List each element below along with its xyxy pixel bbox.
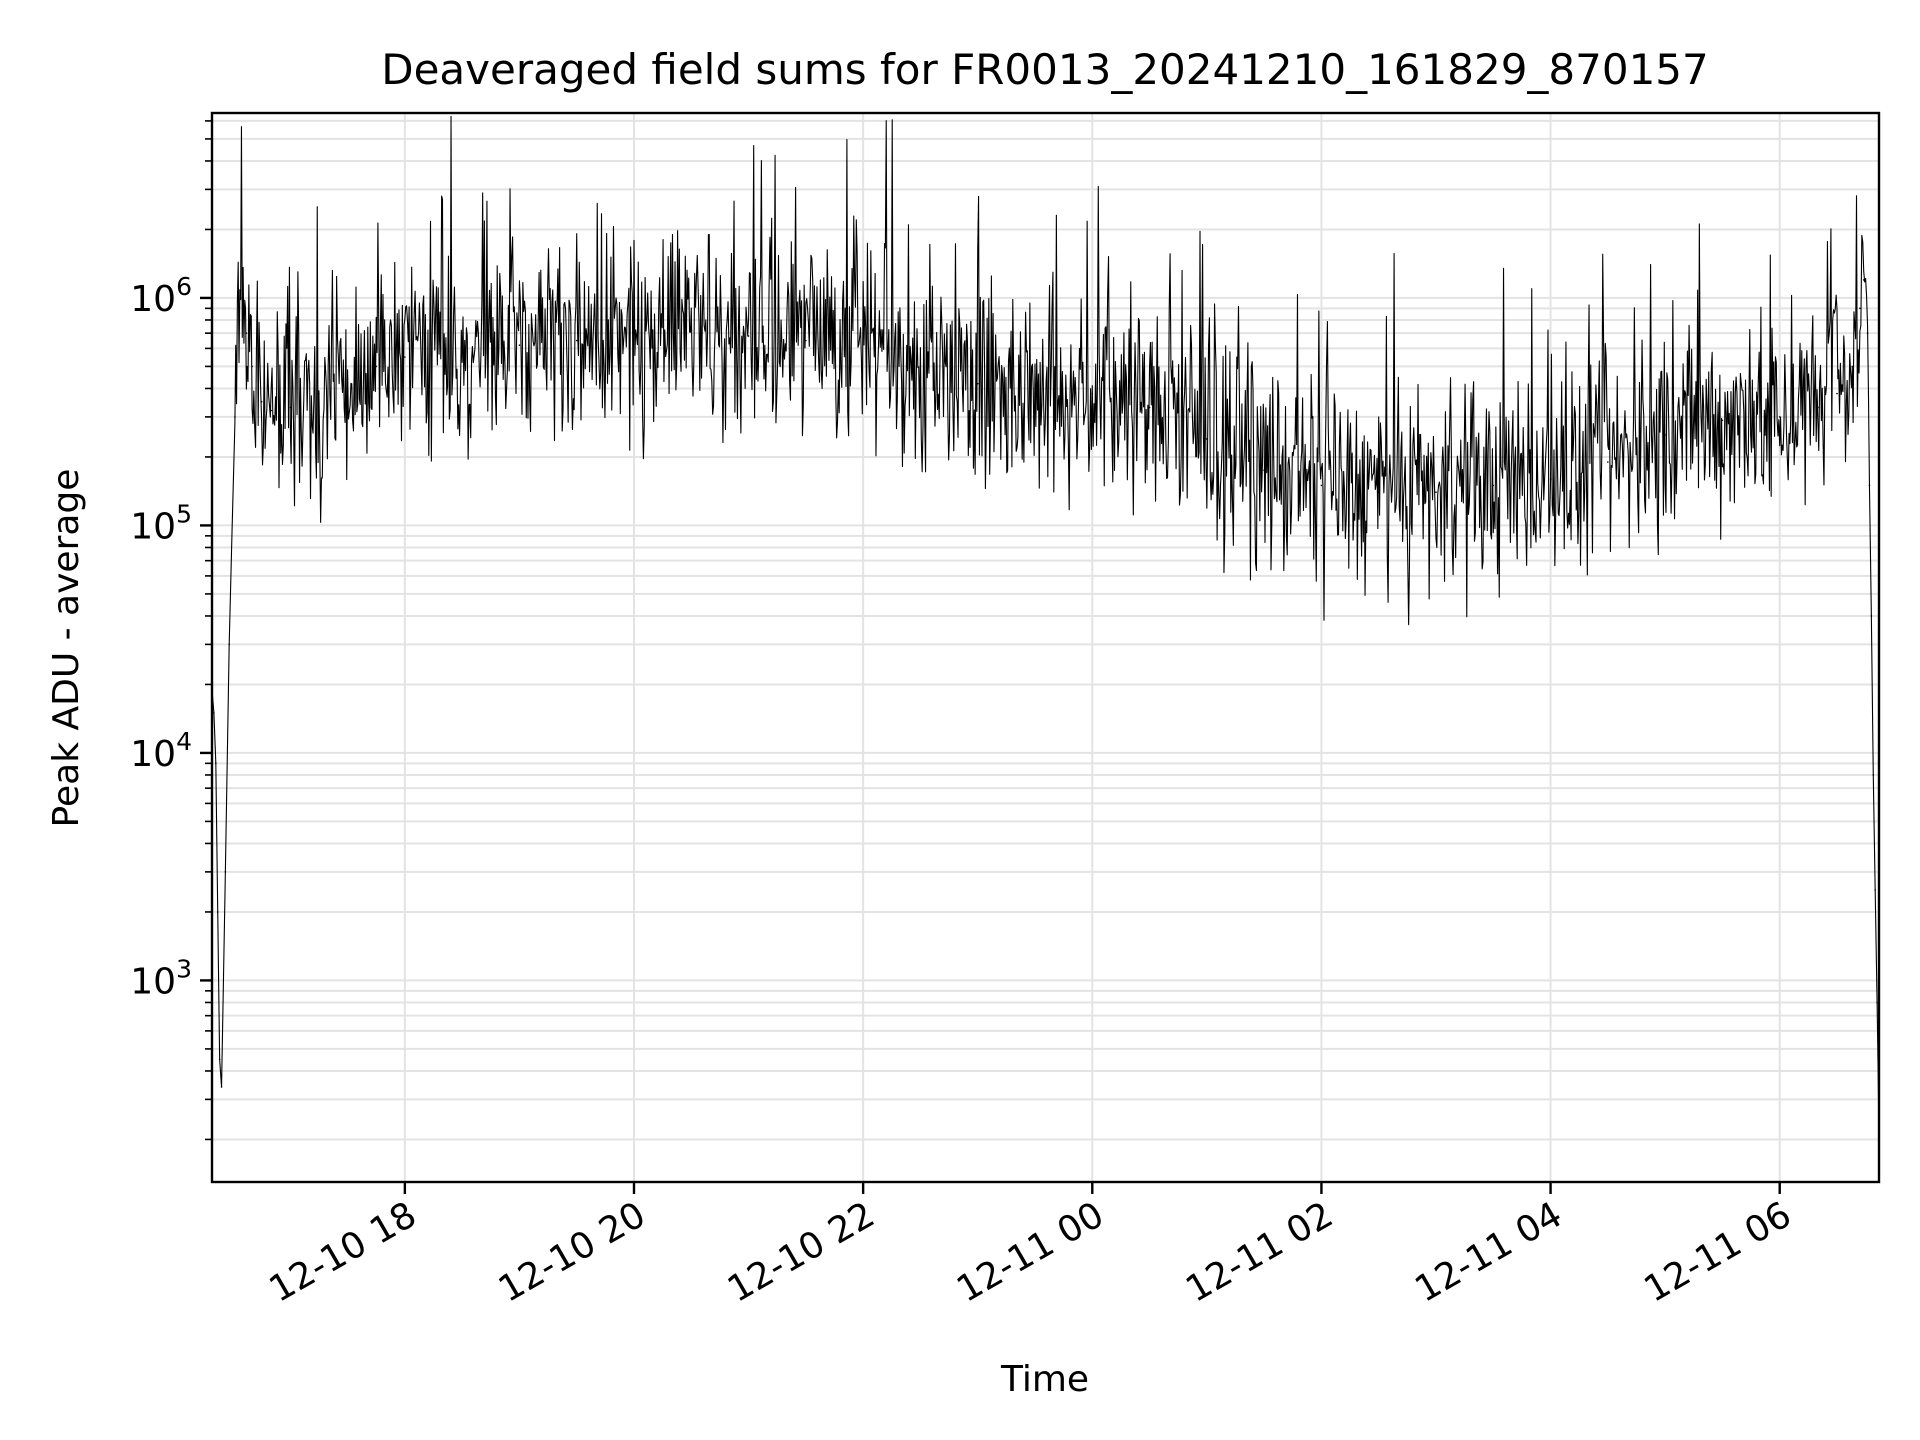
series-point <box>1874 889 1876 891</box>
y-axis: 103 104 105 106 <box>130 120 212 1141</box>
series-point <box>1492 484 1495 487</box>
series-line <box>211 115 1880 1131</box>
series-point <box>1721 419 1724 422</box>
series-point <box>1320 484 1323 487</box>
series-point <box>518 344 521 346</box>
series-point <box>220 1086 223 1088</box>
series-point <box>1876 1001 1878 1004</box>
series-point <box>1859 307 1861 310</box>
series-point <box>1435 491 1437 493</box>
series-point <box>289 406 292 409</box>
series-point <box>1091 392 1094 395</box>
y-tick-label: 105 <box>130 499 192 547</box>
series-point <box>1836 392 1838 395</box>
y-tick-label: 106 <box>130 272 192 320</box>
series-point <box>1870 615 1873 617</box>
series-point <box>216 911 219 913</box>
series-point <box>1664 434 1666 436</box>
plot-area <box>212 113 1879 1182</box>
series-layer <box>211 115 1880 1131</box>
series-point <box>245 332 248 334</box>
series-point <box>375 365 378 368</box>
series-point <box>575 339 578 342</box>
series-point <box>228 643 230 646</box>
series-point <box>1851 365 1854 368</box>
series-point <box>1862 279 1865 281</box>
series-point <box>218 1058 221 1061</box>
series-point <box>234 416 236 418</box>
series-point <box>1263 469 1265 471</box>
series-point <box>1872 774 1875 776</box>
series-point <box>318 392 320 395</box>
series-point <box>919 365 922 368</box>
series-point <box>690 329 693 332</box>
series-point <box>747 335 750 337</box>
y-tick-label: 104 <box>130 727 192 775</box>
grid <box>212 113 1879 1182</box>
series-point <box>862 332 864 334</box>
series-point <box>260 400 263 403</box>
series-point <box>633 332 635 334</box>
series-point <box>213 712 215 714</box>
chart-title: Deaveraged field sums for FR0013_2024121… <box>381 45 1709 94</box>
series-point <box>1148 406 1151 409</box>
series-point <box>239 297 242 299</box>
series-point <box>346 378 349 380</box>
series-point <box>224 871 227 873</box>
series-point <box>1778 416 1781 418</box>
series-point <box>1034 392 1036 395</box>
series-point <box>1817 406 1819 409</box>
series-point <box>270 409 272 412</box>
series-point <box>251 365 253 368</box>
series-point <box>976 382 979 385</box>
y-tick-label: 103 <box>130 954 192 1002</box>
series-point <box>1607 461 1609 463</box>
series-point <box>461 352 463 355</box>
series-point <box>1866 332 1869 334</box>
x-axis-label: Time <box>1000 1359 1089 1400</box>
series-point <box>215 762 217 765</box>
series-point <box>1206 438 1208 440</box>
series-point <box>404 356 406 358</box>
series-point <box>1377 491 1380 493</box>
series-point <box>1549 478 1552 480</box>
y-axis-label: Peak ADU - average <box>46 469 87 828</box>
series-point <box>805 339 807 342</box>
series-point <box>1868 484 1871 487</box>
plot-frame <box>210 111 1881 1184</box>
